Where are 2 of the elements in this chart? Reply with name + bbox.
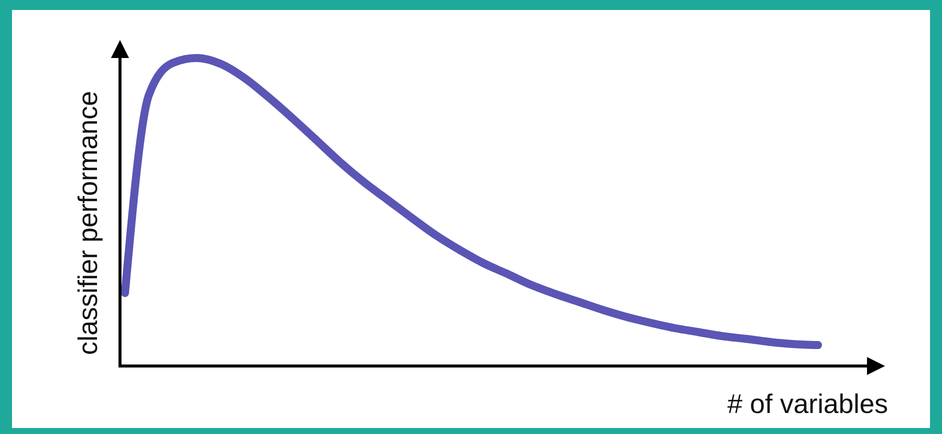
- y-axis-title: classifier performance: [73, 90, 103, 356]
- x-axis-title: # of variables: [727, 389, 888, 419]
